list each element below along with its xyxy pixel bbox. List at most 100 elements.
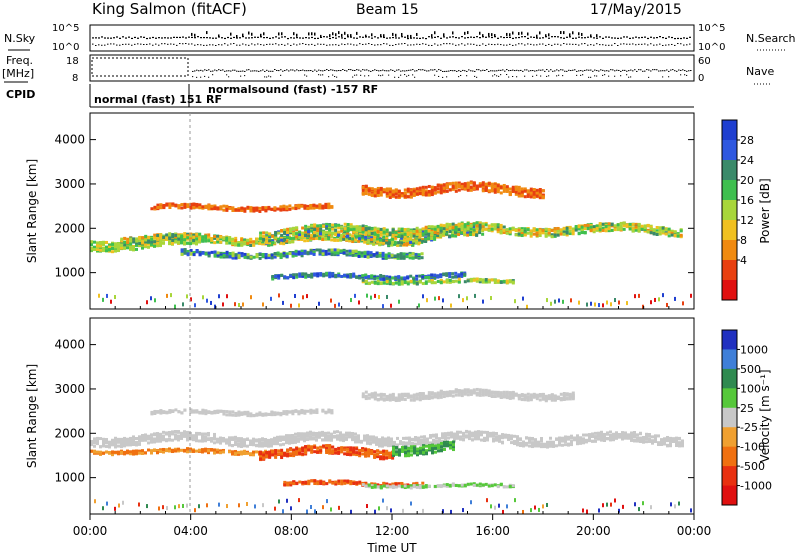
data-cell <box>141 246 144 250</box>
data-cell <box>268 239 272 243</box>
data-cell <box>517 228 521 232</box>
nsearch-point <box>116 44 118 46</box>
data-cell <box>207 251 211 255</box>
data-cell <box>583 227 587 231</box>
data-cell <box>180 436 183 440</box>
nsky-point <box>485 36 487 38</box>
data-cell <box>346 274 350 278</box>
data-cell <box>361 230 365 234</box>
data-cell <box>297 252 301 256</box>
data-cell <box>378 251 382 255</box>
data-cell <box>394 241 398 245</box>
data-cell <box>309 249 313 253</box>
freq-point <box>358 69 360 71</box>
data-speckle <box>350 298 352 303</box>
data-cell <box>469 279 473 283</box>
data-cell <box>168 203 172 207</box>
data-cell <box>424 280 428 284</box>
data-cell <box>159 435 162 439</box>
data-cell <box>490 185 494 189</box>
nsky-point <box>416 37 418 39</box>
data-speckle <box>674 296 676 301</box>
nsky-spike <box>296 33 298 37</box>
data-cell <box>601 226 605 230</box>
nsky-point <box>551 36 553 38</box>
nsearch-point <box>482 43 484 45</box>
nsky-spike <box>356 31 358 35</box>
data-cell <box>397 275 401 279</box>
freq-point <box>434 69 436 71</box>
data-cell <box>180 234 184 238</box>
data-cell <box>529 187 533 191</box>
nsky-spike <box>578 32 580 36</box>
freq-point <box>412 69 414 71</box>
data-cell <box>556 233 560 237</box>
nave-point <box>196 76 198 78</box>
data-cell <box>267 441 270 445</box>
data-cell <box>262 234 266 238</box>
nsearch-point <box>263 44 265 46</box>
freq-point <box>510 69 512 71</box>
nsky-point <box>467 36 469 39</box>
data-cell <box>381 443 384 447</box>
freq-point <box>600 69 602 71</box>
data-cell <box>517 189 521 193</box>
data-cell <box>484 182 488 186</box>
nsearch-point <box>605 44 607 46</box>
data-cell <box>186 433 189 437</box>
data-cell <box>376 193 380 197</box>
data-cell <box>433 231 437 235</box>
data-cell <box>376 191 380 195</box>
freq-point <box>476 69 478 71</box>
freq-point <box>464 70 466 72</box>
data-cell <box>385 280 389 284</box>
data-cell <box>222 208 226 212</box>
data-cell <box>417 442 420 446</box>
nsearch-point <box>566 43 568 45</box>
data-cell <box>285 434 288 438</box>
data-cell <box>300 254 304 258</box>
data-cell <box>129 247 132 251</box>
freq-point <box>546 69 548 71</box>
nsky-point <box>536 37 538 39</box>
data-cell <box>439 228 443 232</box>
nsky-spike <box>314 32 316 36</box>
data-cell <box>535 188 539 192</box>
freq-point <box>468 69 470 71</box>
nsky-point <box>470 36 472 38</box>
data-cell <box>348 249 352 253</box>
nsky-point <box>548 37 550 39</box>
nsky-point <box>194 37 196 39</box>
data-cell <box>313 231 317 235</box>
nave-point <box>380 75 382 77</box>
data-cell <box>333 434 336 438</box>
freq-point <box>426 70 428 72</box>
data-cell <box>541 193 545 197</box>
data-cell <box>354 249 358 253</box>
nave-point <box>498 75 500 77</box>
data-cell <box>324 202 328 206</box>
data-cell <box>282 442 285 446</box>
data-cell <box>168 242 171 246</box>
data-cell <box>342 434 345 438</box>
data-cell <box>658 232 662 236</box>
data-cell <box>475 277 479 281</box>
data-cell <box>565 230 569 234</box>
nsky-point <box>146 37 148 40</box>
data-cell <box>216 253 220 257</box>
nsky-point <box>503 36 505 39</box>
data-cell <box>198 431 201 435</box>
data-cell <box>421 282 425 286</box>
nsky-point <box>317 37 319 39</box>
data-speckle <box>598 303 600 308</box>
data-cell <box>312 431 315 435</box>
nsearch-point <box>254 44 256 46</box>
data-cell <box>351 433 354 437</box>
data-cell <box>303 434 306 438</box>
data-cell <box>195 237 199 241</box>
data-cell <box>339 435 342 439</box>
data-cell <box>328 231 332 235</box>
data-cell <box>385 194 389 198</box>
data-cell <box>420 441 423 445</box>
data-cell <box>300 204 304 208</box>
